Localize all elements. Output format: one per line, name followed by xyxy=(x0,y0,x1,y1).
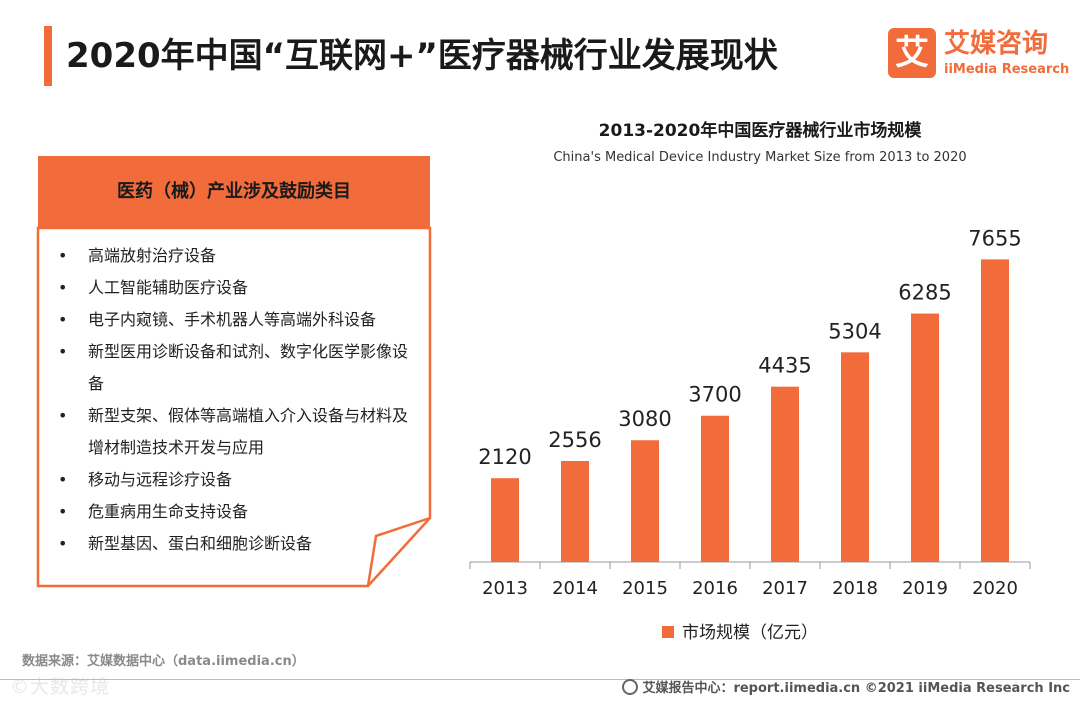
bullet-icon: • xyxy=(58,534,68,553)
folded-corner-icon xyxy=(366,516,431,587)
data-label: 2120 xyxy=(478,445,531,469)
data-label: 7655 xyxy=(968,226,1021,250)
bullet-icon: • xyxy=(58,310,68,329)
globe-icon xyxy=(622,679,639,695)
data-label: 3080 xyxy=(618,407,671,431)
data-label: 4435 xyxy=(758,354,811,378)
bar-2018 xyxy=(841,352,869,562)
category-item: • 移动与远程诊疗设备 xyxy=(58,464,418,496)
category-item-label: 新型支架、假体等高端植入介入设备与材料及增材制造技术开发与应用 xyxy=(88,406,409,457)
category-item: • 新型医用诊断设备和试剂、数字化医学影像设备 xyxy=(58,336,418,400)
bullet-icon: • xyxy=(58,342,68,361)
logo-english-text: iiMedia Research xyxy=(944,62,1070,77)
logo-mark-icon: 艾 xyxy=(888,28,936,78)
footer-divider xyxy=(0,679,1080,680)
market-size-bar-chart: 2120 2013 2556 2014 3080 2015 3700 2016 4435 2017… xyxy=(469,226,1031,643)
x-tick-label: 2020 xyxy=(972,578,1018,599)
panel-border xyxy=(36,226,432,588)
x-tick-label: 2014 xyxy=(552,578,598,599)
footer-report: 艾媒报告中心：report.iimedia.cn ©2021 iiMedia R… xyxy=(622,679,1070,702)
page-title: 2020年中国“互联网+”医疗器械行业发展现状 xyxy=(66,36,778,76)
data-label: 2556 xyxy=(548,428,601,452)
category-item-label: 人工智能辅助医疗设备 xyxy=(88,278,249,297)
bullet-icon: • xyxy=(58,246,68,265)
title-accent-bar xyxy=(44,26,52,86)
x-tick-label: 2016 xyxy=(692,578,738,599)
chart-title: 2013-2020年中国医疗器械行业市场规模 xyxy=(598,121,922,141)
bar-2017 xyxy=(771,386,799,562)
x-tick-label: 2019 xyxy=(902,578,948,599)
x-tick-label: 2017 xyxy=(762,578,808,599)
x-tick-label: 2013 xyxy=(482,578,528,599)
x-tick-label: 2018 xyxy=(832,578,878,599)
category-item: • 新型支架、假体等高端植入介入设备与材料及增材制造技术开发与应用 xyxy=(58,400,418,464)
category-item: • 新型基因、蛋白和细胞诊断设备 xyxy=(58,528,418,560)
chart-subtitle: China's Medical Device Industry Market S… xyxy=(553,150,967,165)
bar-2013 xyxy=(491,478,519,562)
bar-2014 xyxy=(561,460,589,562)
category-item-label: 新型基因、蛋白和细胞诊断设备 xyxy=(88,534,313,553)
bar-2015 xyxy=(631,440,659,562)
legend-swatch xyxy=(662,626,674,638)
footer-report-text: 艾媒报告中心：report.iimedia.cn ©2021 iiMedia R… xyxy=(642,681,1070,696)
panel-header: 医药（械）产业涉及鼓励类目 xyxy=(38,156,430,228)
category-item-label: 高端放射治疗设备 xyxy=(88,246,217,265)
data-source: 数据来源：艾媒数据中心（data.iimedia.cn） xyxy=(22,654,305,669)
bullet-icon: • xyxy=(58,278,68,297)
bar-2019 xyxy=(911,313,939,562)
bar-2020 xyxy=(981,259,1009,562)
category-item-label: 危重病用生命支持设备 xyxy=(88,502,249,521)
x-tick-label: 2015 xyxy=(622,578,668,599)
logo-chinese-text: 艾媒咨询 xyxy=(944,29,1049,59)
data-label: 5304 xyxy=(828,319,881,343)
category-item: • 危重病用生命支持设备 xyxy=(58,496,418,528)
iimedia-logo: 艾 艾媒咨询 iiMedia Research xyxy=(888,28,1070,84)
category-item-label: 移动与远程诊疗设备 xyxy=(88,470,233,489)
legend-label: 市场规模（亿元） xyxy=(682,623,818,643)
category-item-label: 电子内窥镜、手术机器人等高端外科设备 xyxy=(88,310,377,329)
data-label: 3700 xyxy=(688,383,741,407)
bullet-icon: • xyxy=(58,470,68,489)
category-item: • 人工智能辅助医疗设备 xyxy=(58,272,418,304)
bullet-icon: • xyxy=(58,502,68,521)
encouraged-category-list: • 高端放射治疗设备 • 人工智能辅助医疗设备 • 电子内窥镜、手术机器人等高端外科设备 •… xyxy=(58,240,418,560)
bar-2016 xyxy=(701,415,729,562)
category-item: • 电子内窥镜、手术机器人等高端外科设备 xyxy=(58,304,418,336)
bullet-icon: • xyxy=(58,406,68,425)
watermark: ©大数跨境 xyxy=(10,676,111,698)
category-item: • 高端放射治疗设备 xyxy=(58,240,418,272)
category-item-label: 新型医用诊断设备和试剂、数字化医学影像设备 xyxy=(88,342,409,393)
data-label: 6285 xyxy=(898,281,951,305)
